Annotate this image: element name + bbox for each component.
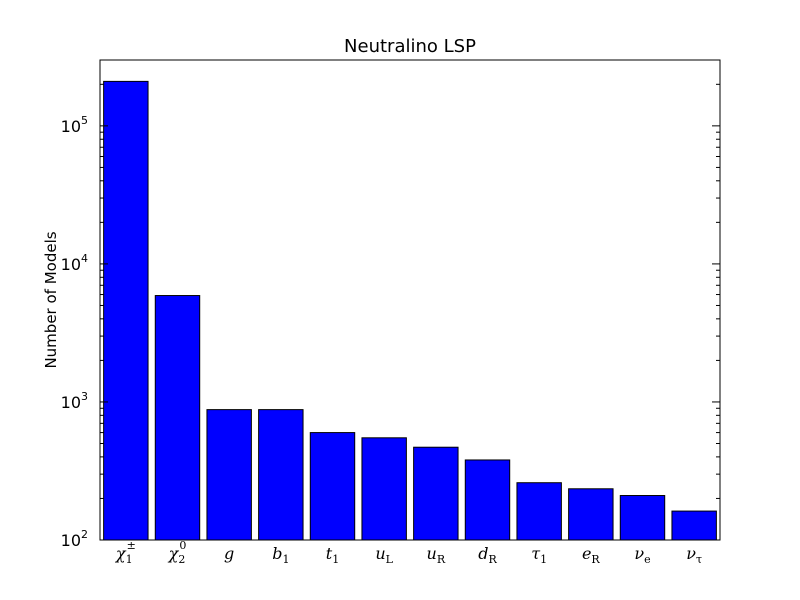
x-tick-label: χ20 — [168, 539, 187, 566]
bar — [516, 482, 562, 541]
bar — [103, 80, 149, 541]
y-tick-label: 105 — [61, 114, 88, 136]
chart-title: Neutralino LSP — [344, 36, 476, 57]
x-tick-label: χ1± — [115, 539, 136, 566]
bar — [619, 495, 666, 541]
y-tick-label: 104 — [61, 252, 88, 274]
bar — [413, 446, 459, 541]
plot-frame — [99, 59, 721, 541]
x-tick-label: b1 — [272, 544, 289, 566]
y-tick-labels-group: 102 103 104 105 — [61, 114, 88, 550]
x-tick-label: τ1 — [531, 544, 547, 566]
y-tick-label: 102 — [61, 528, 88, 550]
bar — [464, 459, 511, 541]
x-tick-label: uR — [427, 544, 446, 566]
bar — [568, 488, 614, 541]
bars-group — [103, 80, 717, 541]
bar — [258, 409, 304, 541]
x-tick-label: uL — [375, 544, 393, 566]
x-tick-label: g — [224, 544, 234, 563]
bar — [154, 295, 201, 541]
y-axis-label: Number of Models — [42, 231, 60, 368]
bar — [671, 510, 717, 541]
y-tick-label: 103 — [61, 390, 88, 412]
bar — [361, 437, 407, 541]
x-tick-labels-group: χ1± χ20 g b1 t1 uL uR dR τ1 eR νe ντ — [115, 539, 702, 566]
bar — [206, 409, 252, 541]
x-tick-label: t1 — [326, 544, 339, 566]
x-tick-label: eR — [582, 544, 600, 566]
minor-ticks-group — [100, 59, 720, 499]
x-tick-label: νe — [634, 544, 650, 566]
x-tick-label: ντ — [686, 544, 702, 566]
x-tick-label: dR — [478, 544, 497, 566]
bar — [309, 432, 356, 541]
